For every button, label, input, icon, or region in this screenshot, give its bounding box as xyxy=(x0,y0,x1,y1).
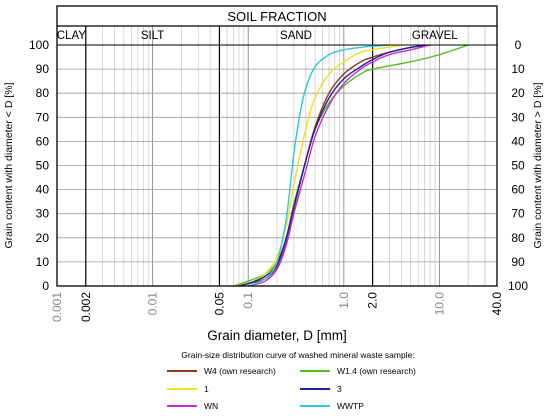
y-tick-label-right: 100 xyxy=(508,279,528,293)
x-tick-label: 0.1 xyxy=(241,292,255,309)
y-tick-label-left: 60 xyxy=(36,134,50,148)
x-axis-title: Grain diameter, D [mm] xyxy=(207,328,347,343)
x-tick-label: 0.002 xyxy=(79,292,93,322)
x-tick-label: 0.05 xyxy=(212,292,226,316)
y-tick-label-left: 70 xyxy=(36,110,50,124)
legend-label: W1.4 (own research) xyxy=(337,366,416,376)
header-title: SOIL FRACTION xyxy=(227,9,326,24)
y-tick-label-right: 50 xyxy=(511,159,525,173)
y-tick-label-left: 20 xyxy=(36,231,50,245)
y-tick-label-left: 30 xyxy=(36,207,50,221)
series-line xyxy=(247,44,390,287)
y-tick-label-left: 100 xyxy=(29,38,49,52)
legend-label: 3 xyxy=(337,384,342,394)
y-tick-label-right: 30 xyxy=(511,110,525,124)
x-tick-label: 0.001 xyxy=(50,292,64,322)
y-tick-label-right: 90 xyxy=(511,255,525,269)
y-tick-label-left: 80 xyxy=(36,86,50,100)
legend-label: 1 xyxy=(204,384,209,394)
y-axis-title-right: Grain content with diameter > D [%] xyxy=(532,82,544,248)
fraction-label: GRAVEL xyxy=(412,30,458,42)
y-tick-label-right: 40 xyxy=(511,134,525,148)
y-tick-label-left: 40 xyxy=(36,183,50,197)
legend: W4 (own research) W1.4 (own research) 1 3 WN… xyxy=(167,366,416,411)
y-tick-label-left: 90 xyxy=(36,62,50,76)
legend-label: W4 (own research) xyxy=(204,366,276,376)
y-tick-label-right: 70 xyxy=(511,207,525,221)
outer-border xyxy=(56,5,498,287)
y-tick-label-left: 10 xyxy=(36,255,50,269)
y-tick-label-right: 60 xyxy=(511,183,525,197)
legend-label: WN xyxy=(204,401,218,411)
fraction-label: SAND xyxy=(280,30,312,42)
grid-layer xyxy=(56,26,498,287)
series-layer xyxy=(233,44,469,287)
y-tick-label-left: 0 xyxy=(42,279,49,293)
plot-frame xyxy=(56,5,498,287)
fraction-label: CLAY xyxy=(57,30,87,42)
series-line xyxy=(233,44,402,287)
y-tick-label-right: 0 xyxy=(515,38,522,52)
legend-label: WWTP xyxy=(337,401,364,411)
y-tick-label-right: 10 xyxy=(511,62,525,76)
x-tick-label: 40.0 xyxy=(490,292,504,316)
fraction-label: SILT xyxy=(141,30,164,42)
x-tick-label: 1.0 xyxy=(337,292,351,309)
y-axis-title-left: Grain content with diameter < D [%] xyxy=(3,82,15,248)
legend-title: Grain-size distribution curve of washed … xyxy=(181,350,414,360)
x-tick-label: 0.01 xyxy=(146,292,160,316)
y-tick-label-left: 50 xyxy=(36,159,50,173)
y-tick-label-right: 80 xyxy=(511,231,525,245)
x-tick-label: 2.0 xyxy=(366,292,380,309)
x-tick-label: 10.0 xyxy=(432,292,446,316)
tick-labels: 0102030405060708090100100908070605040302… xyxy=(29,38,528,322)
y-tick-label-right: 20 xyxy=(511,86,525,100)
series-line xyxy=(238,44,425,287)
series-line xyxy=(248,44,431,287)
